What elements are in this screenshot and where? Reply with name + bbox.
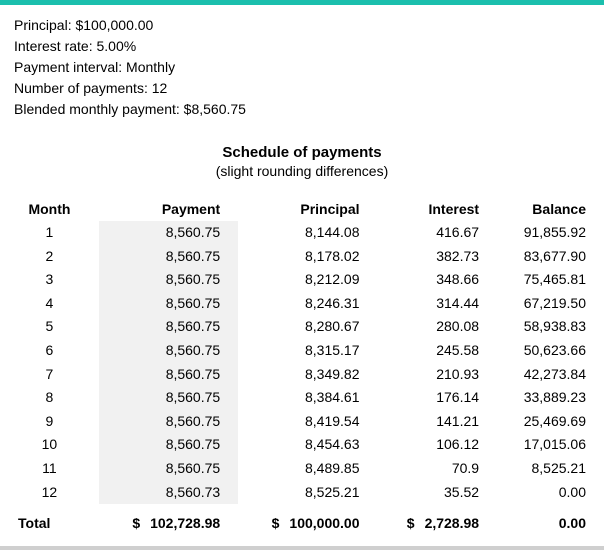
- table-header-row: Month Payment Principal Interest Balance: [0, 197, 604, 221]
- table-row: 88,560.758,384.61176.1433,889.23: [0, 386, 604, 410]
- cell-payment: 8,560.75: [99, 457, 238, 481]
- total-payment-value: 102,728.98: [150, 515, 220, 531]
- cell-payment: 8,560.75: [99, 245, 238, 269]
- blended-payment-line: Blended monthly payment: $8,560.75: [14, 99, 590, 120]
- cell-interest: 210.93: [378, 363, 498, 387]
- cell-balance: 67,219.50: [497, 292, 604, 316]
- cell-principal: 8,419.54: [238, 410, 377, 434]
- col-header-month: Month: [0, 197, 99, 221]
- cell-month: 10: [0, 433, 99, 457]
- schedule-subtitle: (slight rounding differences): [0, 163, 604, 179]
- table-row: 48,560.758,246.31314.4467,219.50: [0, 292, 604, 316]
- table-row: 98,560.758,419.54141.2125,469.69: [0, 410, 604, 434]
- cell-principal: 8,454.63: [238, 433, 377, 457]
- total-payment: $102,728.98: [99, 504, 238, 544]
- total-principal: $100,000.00: [238, 504, 377, 544]
- cell-balance: 33,889.23: [497, 386, 604, 410]
- cell-payment: 8,560.75: [99, 315, 238, 339]
- cell-principal: 8,178.02: [238, 245, 377, 269]
- cell-interest: 70.9: [378, 457, 498, 481]
- cell-principal: 8,489.85: [238, 457, 377, 481]
- cell-balance: 91,855.92: [497, 221, 604, 245]
- cell-month: 4: [0, 292, 99, 316]
- cell-month: 12: [0, 481, 99, 505]
- cell-payment: 8,560.75: [99, 339, 238, 363]
- table-row: 38,560.758,212.09348.6675,465.81: [0, 268, 604, 292]
- cell-payment: 8,560.75: [99, 221, 238, 245]
- cell-interest: 280.08: [378, 315, 498, 339]
- cell-balance: 42,273.84: [497, 363, 604, 387]
- loan-summary: Principal: $100,000.00 Interest rate: 5.…: [0, 5, 604, 136]
- table-row: 58,560.758,280.67280.0858,938.83: [0, 315, 604, 339]
- cell-balance: 17,015.06: [497, 433, 604, 457]
- cell-interest: 416.67: [378, 221, 498, 245]
- table-total-row: Total $102,728.98 $100,000.00 $2,728.98 …: [0, 504, 604, 544]
- cell-interest: 176.14: [378, 386, 498, 410]
- col-header-principal: Principal: [238, 197, 377, 221]
- cell-principal: 8,246.31: [238, 292, 377, 316]
- cell-balance: 50,623.66: [497, 339, 604, 363]
- col-header-payment: Payment: [99, 197, 238, 221]
- cell-month: 8: [0, 386, 99, 410]
- total-label: Total: [0, 504, 99, 544]
- cell-payment: 8,560.75: [99, 268, 238, 292]
- cell-payment: 8,560.75: [99, 386, 238, 410]
- schedule-title: Schedule of payments: [0, 144, 604, 161]
- table-row: 118,560.758,489.8570.98,525.21: [0, 457, 604, 481]
- cell-principal: 8,384.61: [238, 386, 377, 410]
- cell-interest: 35.52: [378, 481, 498, 505]
- total-interest-value: 2,728.98: [425, 515, 480, 531]
- cell-interest: 348.66: [378, 268, 498, 292]
- cell-month: 2: [0, 245, 99, 269]
- cell-balance: 0.00: [497, 481, 604, 505]
- cell-balance: 8,525.21: [497, 457, 604, 481]
- cell-principal: 8,144.08: [238, 221, 377, 245]
- cell-interest: 141.21: [378, 410, 498, 434]
- table-row: 78,560.758,349.82210.9342,273.84: [0, 363, 604, 387]
- total-principal-value: 100,000.00: [289, 515, 359, 531]
- cell-principal: 8,315.17: [238, 339, 377, 363]
- table-row: 108,560.758,454.63106.1217,015.06: [0, 433, 604, 457]
- cell-payment: 8,560.75: [99, 433, 238, 457]
- cell-balance: 83,677.90: [497, 245, 604, 269]
- cell-balance: 58,938.83: [497, 315, 604, 339]
- cell-month: 6: [0, 339, 99, 363]
- cell-payment: 8,560.75: [99, 292, 238, 316]
- table-row: 68,560.758,315.17245.5850,623.66: [0, 339, 604, 363]
- num-payments-line: Number of payments: 12: [14, 78, 590, 99]
- cell-interest: 382.73: [378, 245, 498, 269]
- table-row: 28,560.758,178.02382.7383,677.90: [0, 245, 604, 269]
- cell-payment: 8,560.73: [99, 481, 238, 505]
- bottom-rule: [0, 546, 604, 550]
- cell-month: 5: [0, 315, 99, 339]
- cell-month: 7: [0, 363, 99, 387]
- cell-interest: 245.58: [378, 339, 498, 363]
- cell-payment: 8,560.75: [99, 410, 238, 434]
- cell-principal: 8,525.21: [238, 481, 377, 505]
- schedule-title-block: Schedule of payments (slight rounding di…: [0, 144, 604, 179]
- cell-principal: 8,212.09: [238, 268, 377, 292]
- interest-rate-line: Interest rate: 5.00%: [14, 36, 590, 57]
- cell-payment: 8,560.75: [99, 363, 238, 387]
- cell-interest: 106.12: [378, 433, 498, 457]
- total-balance: 0.00: [497, 504, 604, 544]
- col-header-interest: Interest: [378, 197, 498, 221]
- cell-balance: 75,465.81: [497, 268, 604, 292]
- principal-line: Principal: $100,000.00: [14, 15, 590, 36]
- cell-balance: 25,469.69: [497, 410, 604, 434]
- payment-interval-line: Payment interval: Monthly: [14, 57, 590, 78]
- cell-month: 9: [0, 410, 99, 434]
- table-row: 18,560.758,144.08416.6791,855.92: [0, 221, 604, 245]
- total-interest: $2,728.98: [378, 504, 498, 544]
- cell-principal: 8,280.67: [238, 315, 377, 339]
- cell-principal: 8,349.82: [238, 363, 377, 387]
- col-header-balance: Balance: [497, 197, 604, 221]
- cell-interest: 314.44: [378, 292, 498, 316]
- cell-month: 11: [0, 457, 99, 481]
- cell-month: 1: [0, 221, 99, 245]
- payment-schedule-table: Month Payment Principal Interest Balance…: [0, 197, 604, 544]
- table-row: 128,560.738,525.2135.520.00: [0, 481, 604, 505]
- cell-month: 3: [0, 268, 99, 292]
